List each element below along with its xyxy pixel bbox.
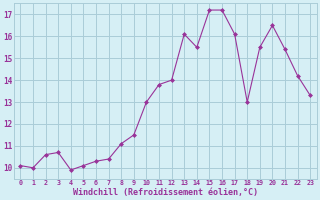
X-axis label: Windchill (Refroidissement éolien,°C): Windchill (Refroidissement éolien,°C)	[73, 188, 258, 197]
